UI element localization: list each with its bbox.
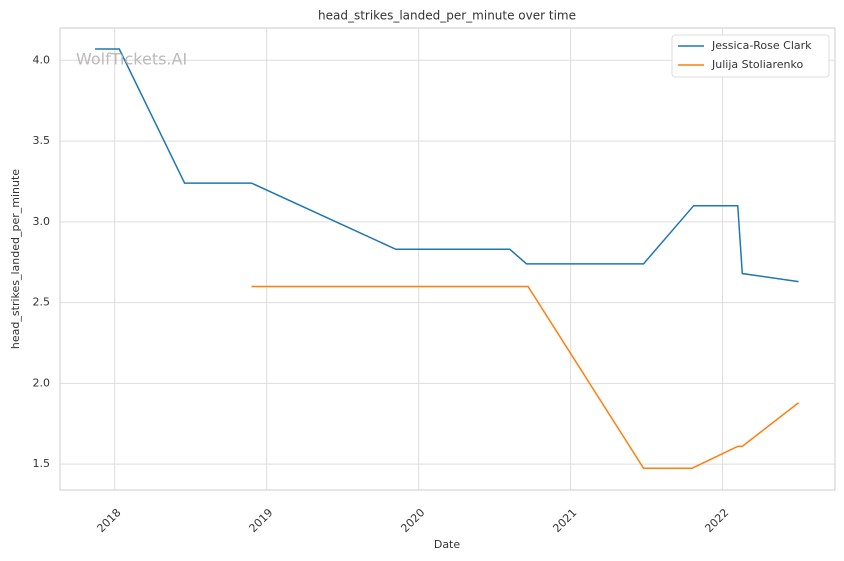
y-tick-label: 2.0 <box>33 376 51 389</box>
plot-area <box>59 27 836 491</box>
y-tick-label: 4.0 <box>33 53 51 66</box>
legend-label: Julija Stoliarenko <box>711 58 803 71</box>
legend-label: Jessica-Rose Clark <box>711 39 812 52</box>
series-line <box>251 285 799 469</box>
y-tick-label: 2.5 <box>33 296 51 309</box>
x-tick-label: 2018 <box>95 506 124 535</box>
y-axis-label: head_strikes_landed_per_minute <box>9 169 22 349</box>
legend-box <box>671 34 830 78</box>
y-tick-label: 1.5 <box>33 457 51 470</box>
watermark: WolfTickets.AI <box>76 50 187 69</box>
series-line <box>94 48 799 283</box>
x-tick-label: 2020 <box>398 506 427 535</box>
chart-title: head_strikes_landed_per_minute over time <box>318 9 576 23</box>
x-tick-label: 2021 <box>550 506 579 535</box>
x-tick-label: 2019 <box>247 506 276 535</box>
x-tick-label: 2022 <box>702 506 731 535</box>
y-tick-label: 3.0 <box>33 215 51 228</box>
x-axis-label: Date <box>434 538 461 551</box>
y-tick-label: 3.5 <box>33 134 51 147</box>
